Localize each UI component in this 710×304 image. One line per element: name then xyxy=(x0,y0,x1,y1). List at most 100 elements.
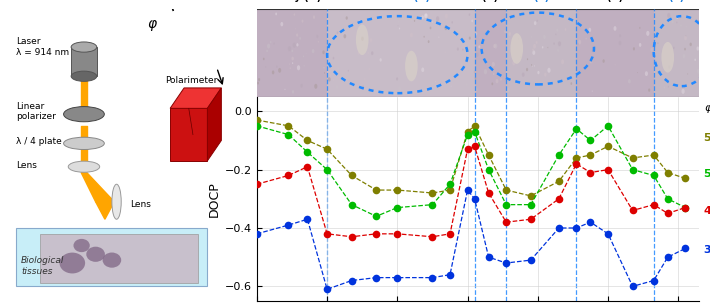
Ellipse shape xyxy=(500,78,502,81)
Ellipse shape xyxy=(592,48,594,53)
Ellipse shape xyxy=(591,61,592,64)
Ellipse shape xyxy=(475,32,477,36)
Ellipse shape xyxy=(296,33,298,37)
Ellipse shape xyxy=(558,41,561,46)
Ellipse shape xyxy=(303,55,304,57)
Ellipse shape xyxy=(336,85,339,89)
Ellipse shape xyxy=(673,47,674,49)
Ellipse shape xyxy=(396,77,398,81)
Polygon shape xyxy=(207,88,222,161)
Ellipse shape xyxy=(71,71,97,81)
Y-axis label: DOCP: DOCP xyxy=(208,181,221,217)
Ellipse shape xyxy=(533,44,536,49)
Ellipse shape xyxy=(633,47,635,50)
Ellipse shape xyxy=(540,85,542,86)
Ellipse shape xyxy=(64,107,104,122)
Polygon shape xyxy=(96,202,114,219)
Ellipse shape xyxy=(71,42,97,52)
Ellipse shape xyxy=(266,50,268,52)
Ellipse shape xyxy=(294,13,295,16)
Ellipse shape xyxy=(531,36,532,38)
Bar xyxy=(506,9,577,97)
Ellipse shape xyxy=(676,16,678,19)
Ellipse shape xyxy=(288,46,291,51)
Ellipse shape xyxy=(639,43,641,47)
Ellipse shape xyxy=(682,54,685,59)
Ellipse shape xyxy=(435,86,436,88)
Polygon shape xyxy=(81,173,114,202)
Ellipse shape xyxy=(657,43,658,44)
Text: Healthy (H): Healthy (H) xyxy=(258,0,322,2)
Text: (H): (H) xyxy=(606,0,623,2)
Ellipse shape xyxy=(685,26,687,28)
Ellipse shape xyxy=(346,16,348,20)
Ellipse shape xyxy=(258,78,260,81)
Ellipse shape xyxy=(639,27,640,29)
Ellipse shape xyxy=(603,59,605,63)
Ellipse shape xyxy=(561,59,564,64)
Ellipse shape xyxy=(363,86,364,87)
Ellipse shape xyxy=(441,74,442,75)
Ellipse shape xyxy=(368,68,370,70)
Ellipse shape xyxy=(493,73,494,75)
Ellipse shape xyxy=(337,31,339,34)
Ellipse shape xyxy=(278,68,281,73)
Ellipse shape xyxy=(359,20,361,23)
Ellipse shape xyxy=(682,89,684,94)
Ellipse shape xyxy=(316,35,318,38)
Ellipse shape xyxy=(333,79,334,81)
Ellipse shape xyxy=(410,17,413,21)
Ellipse shape xyxy=(348,70,349,72)
Ellipse shape xyxy=(646,31,650,36)
Ellipse shape xyxy=(697,47,699,51)
Ellipse shape xyxy=(543,35,546,39)
Ellipse shape xyxy=(526,68,528,71)
Ellipse shape xyxy=(327,17,329,21)
Text: Linear
polarizer: Linear polarizer xyxy=(16,102,56,121)
Ellipse shape xyxy=(438,36,439,38)
Ellipse shape xyxy=(324,72,325,74)
Ellipse shape xyxy=(680,24,682,27)
Ellipse shape xyxy=(469,13,470,16)
Ellipse shape xyxy=(590,62,591,63)
Ellipse shape xyxy=(510,33,523,64)
Ellipse shape xyxy=(371,51,373,55)
Ellipse shape xyxy=(292,62,293,64)
Text: Biological
tissues: Biological tissues xyxy=(21,256,65,276)
FancyBboxPatch shape xyxy=(71,47,97,76)
Ellipse shape xyxy=(405,51,417,81)
Ellipse shape xyxy=(87,247,105,262)
Ellipse shape xyxy=(474,71,476,73)
Ellipse shape xyxy=(276,65,278,68)
Ellipse shape xyxy=(522,72,525,77)
Ellipse shape xyxy=(295,28,296,29)
Ellipse shape xyxy=(578,40,581,44)
Ellipse shape xyxy=(112,184,121,219)
Ellipse shape xyxy=(364,78,366,80)
Ellipse shape xyxy=(399,27,400,29)
Ellipse shape xyxy=(469,36,471,40)
Ellipse shape xyxy=(296,43,298,47)
Ellipse shape xyxy=(302,20,303,23)
Ellipse shape xyxy=(267,44,271,49)
Ellipse shape xyxy=(68,161,99,172)
Ellipse shape xyxy=(534,21,537,25)
Ellipse shape xyxy=(474,87,478,92)
Ellipse shape xyxy=(496,79,498,83)
Ellipse shape xyxy=(421,67,425,72)
Ellipse shape xyxy=(672,20,674,23)
Ellipse shape xyxy=(544,73,547,77)
Ellipse shape xyxy=(471,19,473,22)
Ellipse shape xyxy=(380,58,382,62)
Ellipse shape xyxy=(300,84,303,88)
Ellipse shape xyxy=(484,69,487,74)
Ellipse shape xyxy=(493,44,496,48)
Ellipse shape xyxy=(315,84,317,89)
Text: λ / 4 plate: λ / 4 plate xyxy=(16,137,62,147)
Ellipse shape xyxy=(380,78,381,79)
Ellipse shape xyxy=(537,71,540,74)
Ellipse shape xyxy=(534,65,535,67)
Ellipse shape xyxy=(313,16,315,19)
Ellipse shape xyxy=(687,73,688,74)
Ellipse shape xyxy=(291,57,294,60)
